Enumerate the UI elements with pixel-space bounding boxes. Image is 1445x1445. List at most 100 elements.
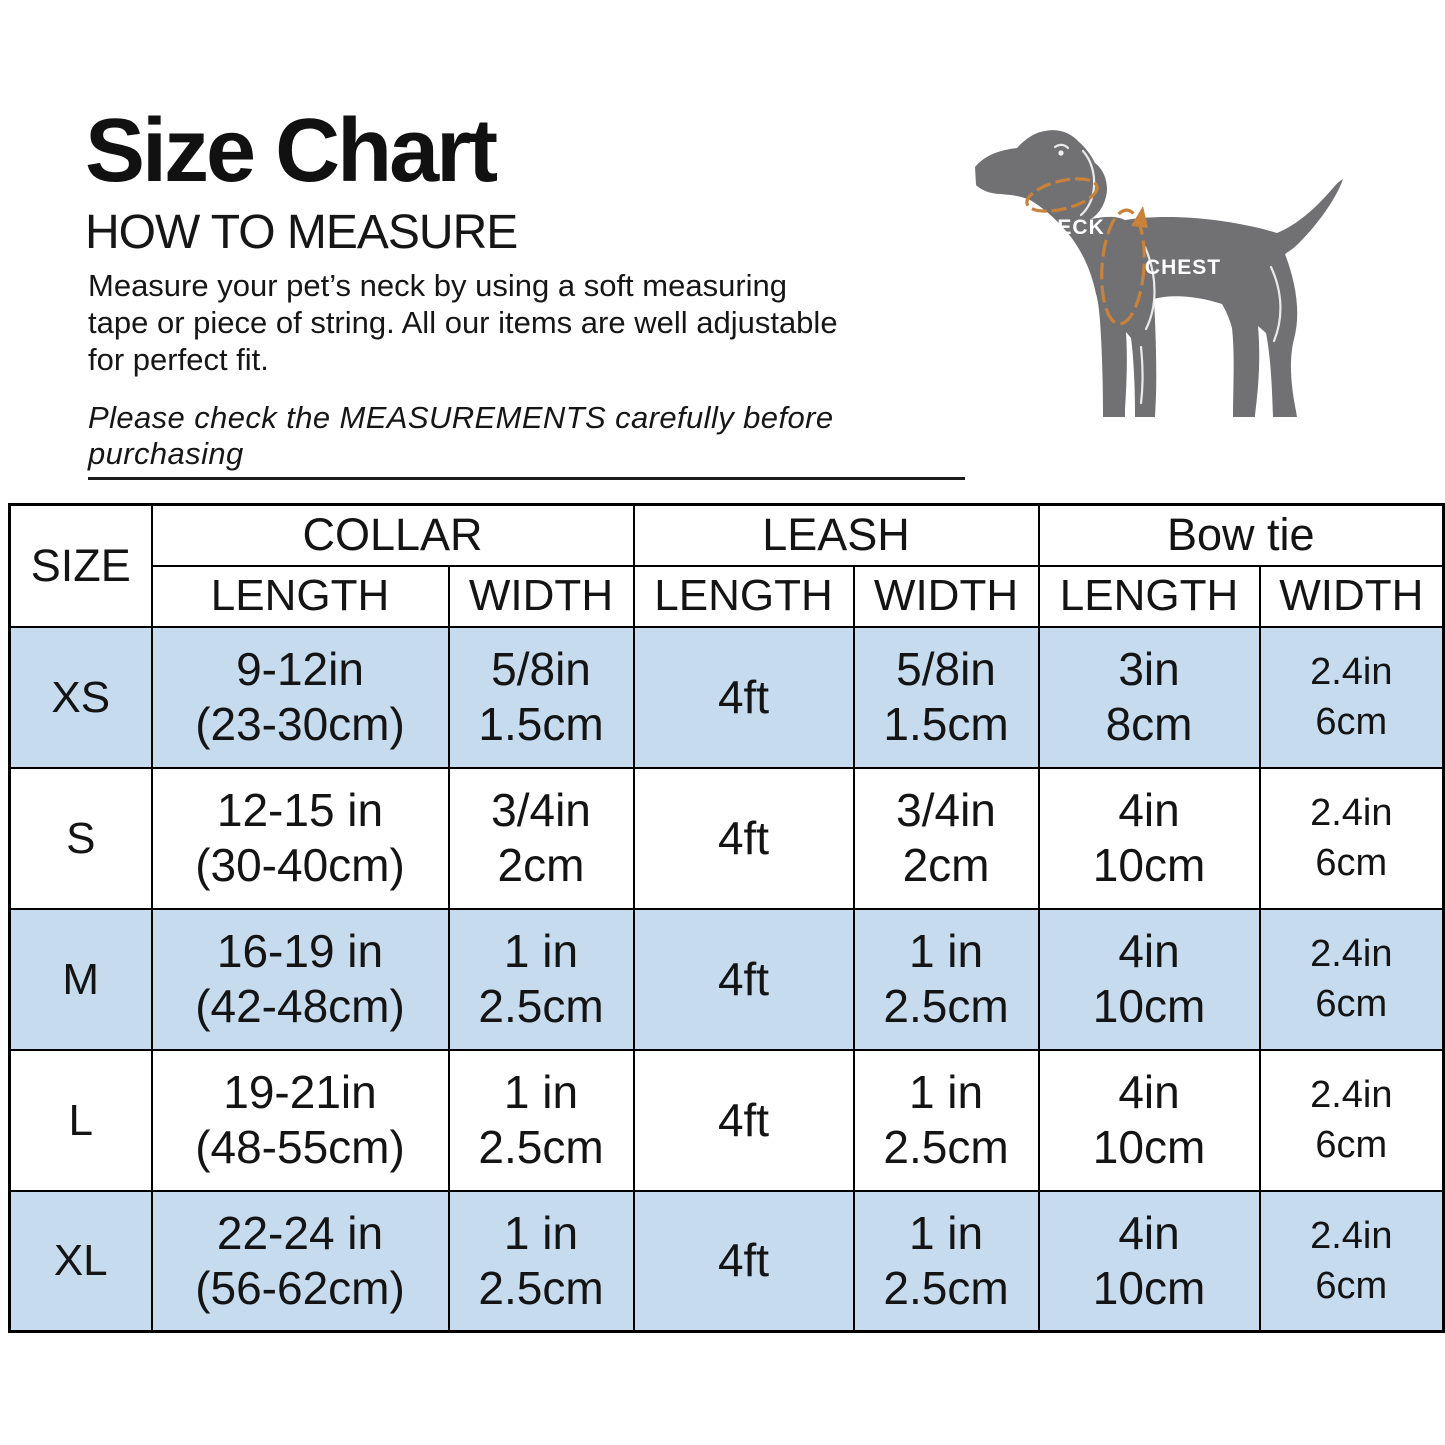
cell-line: 4in bbox=[1118, 1066, 1180, 1118]
cell-line: 2.4in bbox=[1310, 933, 1393, 975]
measuring-instructions: Measure your pet’s neck by using a soft … bbox=[88, 267, 965, 378]
leash-width-cell: 5/8in 1.5cm bbox=[852, 625, 1040, 769]
table-row-l: L 19-21in (48-55cm) 1 in 2.5cm 4ft 1 in … bbox=[8, 1048, 1445, 1192]
bowtie-width-cell: 2.4in 6cm bbox=[1258, 625, 1445, 769]
leash-length-cell: 4ft bbox=[632, 625, 855, 769]
chest-arrow-icon bbox=[1131, 206, 1148, 228]
bowtie-group-header: Bow tie bbox=[1037, 503, 1445, 567]
cell-line: 2cm bbox=[902, 839, 990, 891]
cell-line: 5/8in bbox=[896, 643, 996, 695]
cell-line: 2.5cm bbox=[478, 1261, 604, 1314]
cell-line: 5/8in bbox=[491, 643, 591, 695]
collar-length-cell: 12-15 in (30-40cm) bbox=[150, 766, 450, 910]
cell-line: 1 in bbox=[503, 1066, 579, 1118]
collar-width-cell: 3/4in 2cm bbox=[447, 766, 635, 910]
bowtie-width-cell: 2.4in 6cm bbox=[1258, 907, 1445, 1051]
cell-line: 6cm bbox=[1315, 1264, 1388, 1307]
cell-line: 1.5cm bbox=[883, 698, 1009, 750]
cell-line: 4ft bbox=[717, 811, 770, 864]
table-row-xl: XL 22-24 in (56-62cm) 1 in 2.5cm 4ft 1 i… bbox=[8, 1189, 1445, 1333]
cell-line: 10cm bbox=[1092, 1261, 1206, 1314]
bowtie-length-cell: 4in 10cm bbox=[1037, 766, 1261, 910]
note-wrap: Please check the MEASUREMENTS carefully … bbox=[88, 400, 965, 480]
instructions-line: tape or piece of string. All our items a… bbox=[88, 304, 838, 340]
collar-width-header: WIDTH bbox=[447, 564, 635, 628]
cell-line: 1 in bbox=[908, 925, 984, 977]
cell-line: 9-12in bbox=[236, 643, 364, 695]
collar-width-cell: 1 in 2.5cm bbox=[447, 1189, 635, 1333]
cell-line: 12-15 in bbox=[216, 784, 384, 836]
cell-line: 10cm bbox=[1092, 1121, 1206, 1173]
size-column-header: SIZE bbox=[8, 503, 153, 628]
cell-line: 6cm bbox=[1315, 842, 1388, 884]
page-title: Size Chart bbox=[85, 101, 498, 201]
cell-line: 1 in bbox=[503, 925, 579, 977]
cell-line: 2cm bbox=[497, 839, 585, 891]
leash-width-cell: 1 in 2.5cm bbox=[852, 907, 1040, 1051]
bowtie-width-cell: 2.4in 6cm bbox=[1258, 1048, 1445, 1192]
cell-line: 10cm bbox=[1092, 839, 1206, 891]
leash-length-cell: 4ft bbox=[632, 1048, 855, 1192]
leash-width-cell: 1 in 2.5cm bbox=[852, 1048, 1040, 1192]
cell-line: 1.5cm bbox=[478, 698, 604, 750]
size-cell: XL bbox=[8, 1189, 153, 1333]
collar-group-header: COLLAR bbox=[150, 503, 635, 567]
dog-diagram-svg: NECK CHEST bbox=[975, 130, 1343, 417]
dog-eye-icon bbox=[1058, 150, 1064, 156]
cell-line: 6cm bbox=[1315, 701, 1388, 743]
cell-line: 2.5cm bbox=[478, 1121, 604, 1173]
leash-group-header: LEASH bbox=[632, 503, 1040, 567]
how-to-measure-heading: HOW TO MEASURE bbox=[85, 205, 518, 259]
cell-line: 4in bbox=[1118, 925, 1180, 977]
chest-measure-ellipse bbox=[1100, 208, 1146, 326]
purchase-note: Please check the MEASUREMENTS carefully … bbox=[88, 400, 965, 480]
leash-length-cell: 4ft bbox=[632, 1189, 855, 1333]
cell-line: 2.4in bbox=[1310, 792, 1393, 834]
cell-line: 3/4in bbox=[491, 784, 591, 836]
size-table-section: SIZE COLLAR LEASH Bow tie LENGTH WIDTH L… bbox=[8, 503, 1445, 1333]
bowtie-length-cell: 3in 8cm bbox=[1037, 625, 1261, 769]
group-header-row: SIZE COLLAR LEASH Bow tie bbox=[8, 503, 1445, 628]
cell-line: 4ft bbox=[717, 670, 770, 723]
size-cell: M bbox=[8, 907, 153, 1051]
cell-line: (56-62cm) bbox=[195, 1261, 405, 1314]
sub-header-row: LENGTH WIDTH LENGTH WIDTH LENGTH WIDTH bbox=[10, 564, 1445, 628]
bowtie-length-cell: 4in 10cm bbox=[1037, 1048, 1261, 1192]
cell-line: 1 in bbox=[908, 1066, 984, 1118]
cell-line: 1 in bbox=[503, 1206, 579, 1259]
leash-width-header: WIDTH bbox=[852, 564, 1040, 628]
bowtie-length-cell: 4in 10cm bbox=[1037, 1189, 1261, 1333]
cell-line: 16-19 in bbox=[216, 925, 384, 977]
dog-measurement-diagram: NECK CHEST bbox=[945, 95, 1445, 485]
cell-line: 3in bbox=[1118, 643, 1180, 695]
cell-line: 6cm bbox=[1315, 983, 1388, 1025]
collar-length-header: LENGTH bbox=[150, 564, 450, 628]
bowtie-length-header: LENGTH bbox=[1037, 564, 1261, 628]
bowtie-width-header: WIDTH bbox=[1258, 564, 1445, 628]
leash-width-cell: 1 in 2.5cm bbox=[852, 1189, 1040, 1333]
bowtie-width-cell: 2.4in 6cm bbox=[1258, 1189, 1445, 1333]
cell-line: 10cm bbox=[1092, 980, 1206, 1032]
cell-line: 1 in bbox=[908, 1206, 984, 1259]
size-cell: XS bbox=[8, 625, 153, 769]
bowtie-length-cell: 4in 10cm bbox=[1037, 907, 1261, 1051]
cell-line: 4in bbox=[1118, 1206, 1180, 1259]
cell-line: 2.5cm bbox=[478, 980, 604, 1032]
bowtie-width-cell: 2.4in 6cm bbox=[1258, 766, 1445, 910]
size-chart-table: SIZE COLLAR LEASH Bow tie LENGTH WIDTH L… bbox=[8, 503, 1445, 1333]
cell-line: 4in bbox=[1118, 784, 1180, 836]
cell-line: 4ft bbox=[717, 1093, 770, 1146]
collar-width-cell: 1 in 2.5cm bbox=[447, 907, 635, 1051]
table-row-s: S 12-15 in (30-40cm) 3/4in 2cm 4ft 3/4in… bbox=[8, 766, 1445, 910]
cell-line: 19-21in bbox=[223, 1066, 377, 1118]
instructions-line: Measure your pet’s neck by using a soft … bbox=[88, 267, 788, 303]
fur-highlight-strokes bbox=[1039, 143, 1282, 405]
neck-label: NECK bbox=[1041, 216, 1105, 239]
cell-line: 4ft bbox=[717, 952, 770, 1005]
neck-measure-ellipse bbox=[1025, 177, 1099, 213]
cell-line: (23-30cm) bbox=[195, 698, 405, 750]
collar-width-cell: 5/8in 1.5cm bbox=[447, 625, 635, 769]
cell-line: 6cm bbox=[1315, 1124, 1388, 1166]
cell-line: (48-55cm) bbox=[195, 1121, 405, 1173]
cell-line: 8cm bbox=[1105, 698, 1193, 750]
